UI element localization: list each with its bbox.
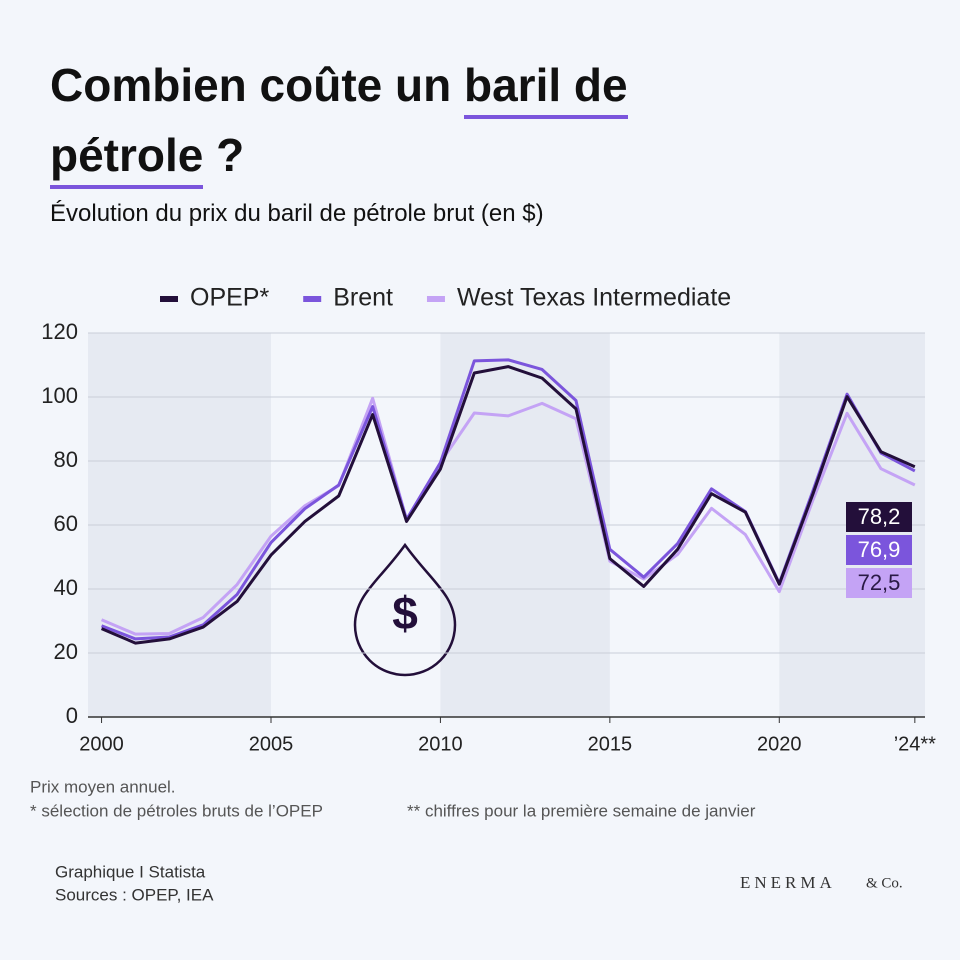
end-label: 76,9: [858, 537, 901, 562]
title-part: pétrole: [50, 129, 204, 189]
y-tick-label: 40: [54, 575, 78, 600]
y-tick-label: 100: [41, 383, 78, 408]
y-tick-label: 20: [54, 639, 78, 664]
title-part: baril de: [464, 59, 628, 119]
source: Graphique I Statista: [55, 862, 206, 881]
brand: & Co.: [866, 875, 903, 891]
source: Sources : OPEP, IEA: [55, 885, 214, 904]
end-label-box: [846, 535, 912, 565]
y-tick-label: 120: [41, 319, 78, 344]
drop-icon: [353, 542, 457, 677]
end-label-box: [846, 568, 912, 598]
x-tick-label: 2010: [418, 733, 463, 755]
icon-text: $: [392, 587, 418, 639]
series-line: [100, 396, 916, 636]
end-label-box: [846, 502, 912, 532]
end-label: 78,2: [858, 504, 901, 529]
y-tick-label: 60: [54, 511, 78, 536]
x-tick-label: 2020: [757, 733, 802, 755]
y-tick-label: 80: [54, 447, 78, 472]
y-tick-label: 0: [66, 703, 78, 728]
legend-label: Brent: [333, 284, 393, 312]
x-tick-label: 2015: [588, 733, 633, 755]
legend-label: OPEP*: [190, 284, 269, 312]
note: ** chiffres pour la première semaine de …: [407, 801, 756, 820]
title-part: Combien coûte un: [50, 59, 464, 111]
x-tick-label: 2000: [79, 733, 124, 755]
x-tick-label: 2005: [249, 733, 294, 755]
note: * sélection de pétroles bruts de l’OPEP: [30, 801, 323, 820]
title-line: pétrole ?: [50, 128, 245, 189]
legend-label: West Texas Intermediate: [457, 284, 731, 312]
subtitle: Évolution du prix du baril de pétrole br…: [50, 200, 544, 227]
brand: ENERMA: [740, 873, 836, 892]
x-tick-label: ’24**: [894, 733, 936, 755]
end-label: 72,5: [858, 570, 901, 595]
note: Prix moyen annuel.: [30, 777, 176, 796]
series-line: [100, 365, 916, 645]
title-part: ?: [203, 129, 245, 181]
title-line: Combien coûte un baril de: [50, 58, 628, 119]
